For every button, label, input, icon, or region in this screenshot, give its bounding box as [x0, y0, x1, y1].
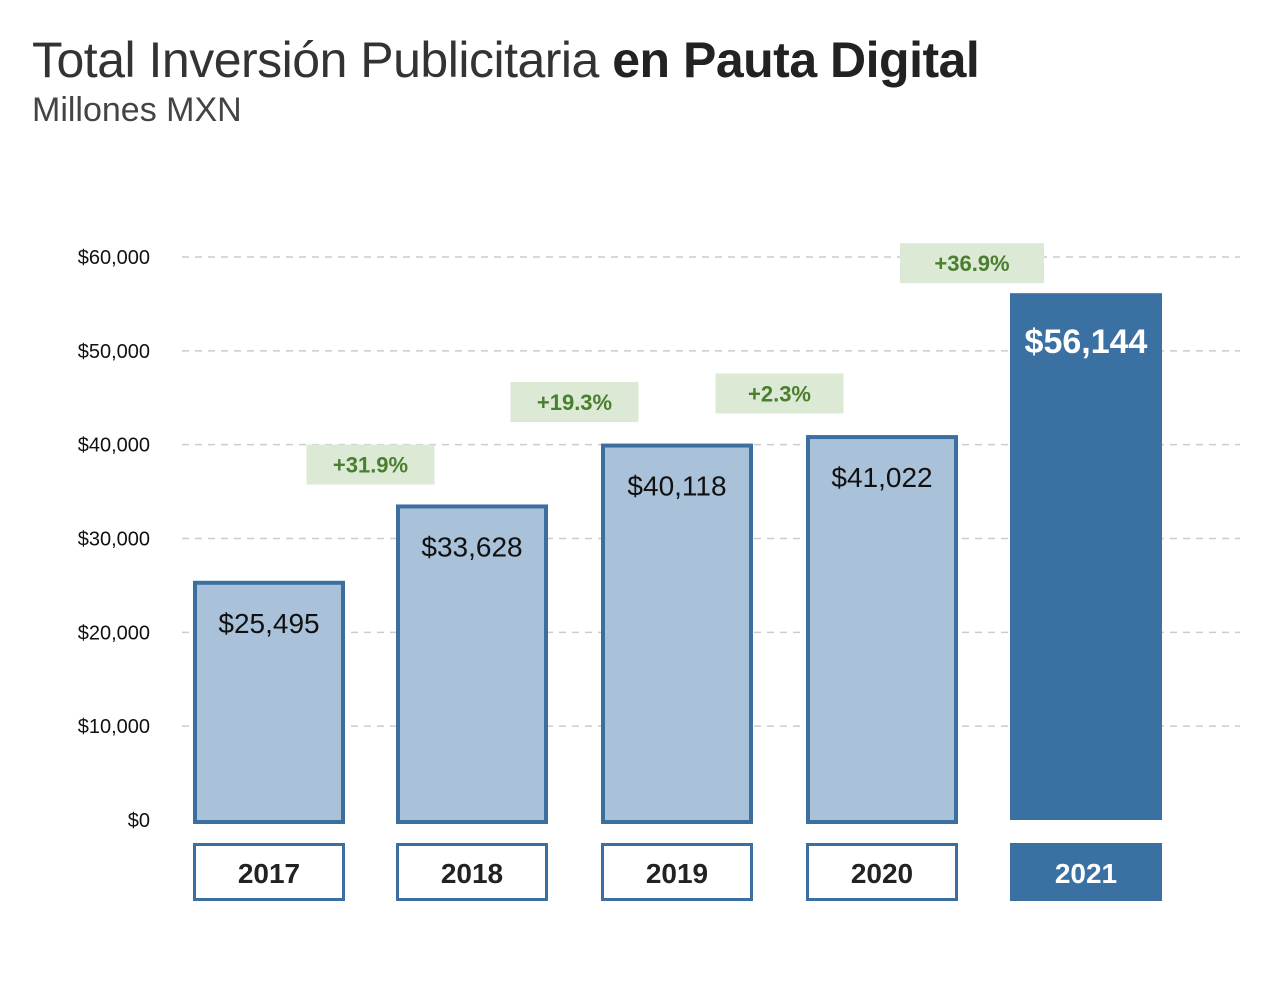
growth-label: +31.9% [333, 453, 408, 478]
bar-value-label: $41,022 [831, 462, 932, 493]
bars: $25,495 $33,628 $40,118 $41,022 $56,144 [193, 293, 1162, 824]
growth-badges: +31.9% +19.3% +2.3% +36.9% [306, 243, 1044, 485]
growth-label: +36.9% [934, 251, 1009, 276]
category-box [1010, 843, 1162, 901]
y-tick-label: $60,000 [78, 247, 150, 269]
chart-subtitle: Millones MXN [32, 91, 242, 129]
bar-value-label: $25,495 [218, 608, 319, 639]
bar-2020 [806, 435, 958, 824]
y-tick-label: $0 [128, 810, 150, 832]
x-category-label: 2020 [851, 858, 913, 889]
growth-label: +2.3% [748, 381, 811, 406]
growth-badge [306, 444, 435, 485]
x-axis-categories: 2017 2018 2019 2020 2021 [193, 843, 1162, 901]
growth-badge [510, 382, 639, 423]
chart-title-light: Total Inversión Publicitaria [32, 32, 613, 88]
bar-2017 [193, 580, 345, 824]
chart-title: Total Inversión Publicitaria en Pauta Di… [32, 28, 980, 92]
y-axis-ticks: $0 $10,000 $20,000 $30,000 $40,000 $50,000 $60… [78, 247, 150, 832]
bar-2021 [1010, 293, 1162, 820]
chart-title-bold: en Pauta Digital [612, 32, 980, 88]
x-category-label: 2021 [1055, 858, 1117, 889]
x-category-label: 2019 [646, 858, 708, 889]
bar-2019 [601, 443, 753, 824]
category-box [806, 843, 958, 901]
x-category-label: 2017 [238, 858, 300, 889]
chart-header: Total Inversión Publicitaria en Pauta Di… [32, 28, 980, 130]
x-category-label: 2018 [441, 858, 503, 889]
bar-2018 [396, 504, 548, 824]
bar-value-label: $40,118 [627, 471, 726, 502]
y-tick-label: $50,000 [78, 341, 150, 363]
y-tick-label: $30,000 [78, 529, 150, 551]
category-box [193, 843, 345, 901]
growth-badge [715, 373, 844, 414]
bar-value-label: $56,144 [1025, 323, 1148, 361]
y-tick-label: $40,000 [78, 435, 150, 457]
category-box [396, 843, 548, 901]
category-box [601, 843, 753, 901]
y-tick-label: $20,000 [78, 622, 150, 644]
growth-label: +19.3% [537, 390, 612, 415]
bar-value-label: $33,628 [421, 531, 522, 562]
y-tick-label: $10,000 [78, 716, 150, 738]
growth-badge [900, 243, 1044, 284]
